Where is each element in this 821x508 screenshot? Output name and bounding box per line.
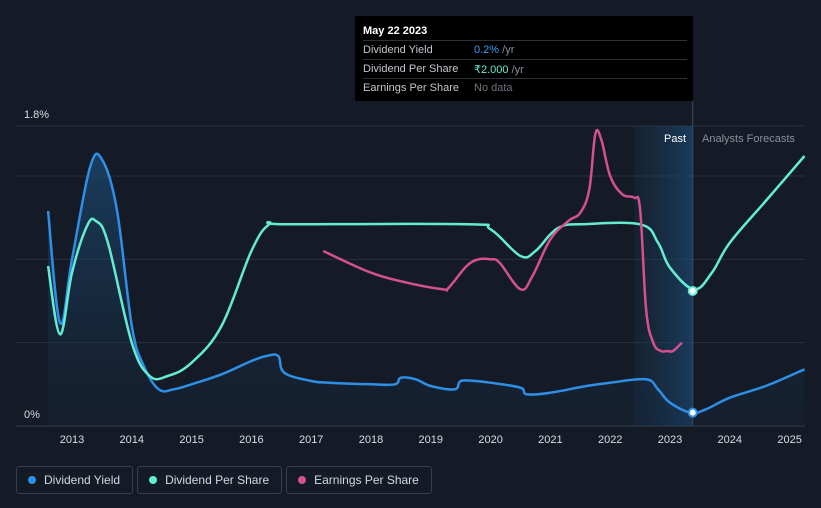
x-tick-label: 2022 bbox=[598, 434, 622, 446]
tooltip-label: Earnings Per Share bbox=[363, 82, 459, 94]
legend-earnings-per-share[interactable]: Earnings Per Share bbox=[286, 466, 432, 494]
x-tick-label: 2025 bbox=[777, 434, 801, 446]
tooltip-value: No data bbox=[474, 82, 513, 94]
tooltip-suffix: /yr bbox=[499, 44, 515, 56]
tooltip-suffix: /yr bbox=[508, 63, 524, 76]
legend-dividend-yield[interactable]: Dividend Yield bbox=[16, 466, 134, 494]
x-tick-label: 2017 bbox=[299, 434, 323, 446]
x-axis-ticks: 2013 2014 2015 2016 2017 2018 2019 2020 2021 2022… bbox=[60, 434, 802, 446]
legend-dividend-per-share[interactable]: Dividend Per Share bbox=[137, 466, 283, 494]
x-tick-label: 2023 bbox=[658, 434, 682, 446]
x-tick-label: 2019 bbox=[419, 434, 443, 446]
dividend-per-share-marker bbox=[687, 286, 698, 296]
legend-label: Dividend Per Share bbox=[165, 473, 270, 487]
dividend-per-share-line bbox=[46, 155, 806, 381]
earnings-per-share-dot-icon bbox=[298, 476, 307, 484]
tooltip-row: Earnings Per Share No data bbox=[363, 78, 687, 97]
x-tick-label: 2024 bbox=[718, 434, 742, 446]
x-tick-label: 2020 bbox=[478, 434, 502, 446]
legend-label: Earnings Per Share bbox=[314, 473, 419, 487]
x-tick-label: 2021 bbox=[538, 434, 562, 446]
x-tick-label: 2013 bbox=[60, 434, 84, 446]
y-axis-bottom-label: 0% bbox=[24, 409, 40, 421]
tooltip-value: 0.2% bbox=[474, 44, 500, 56]
x-tick-label: 2018 bbox=[359, 434, 383, 446]
y-axis-top-label: 1.8% bbox=[24, 109, 49, 121]
x-tick-label: 2015 bbox=[179, 434, 203, 446]
tooltip-row: Dividend Per Share ₹2.000 /yr bbox=[363, 59, 687, 78]
dividend-yield-line bbox=[46, 152, 805, 415]
dividend-per-share-dot-icon bbox=[149, 476, 158, 484]
tooltip-label: Dividend Yield bbox=[363, 44, 433, 56]
dividend-yield-marker bbox=[687, 407, 698, 418]
earnings-per-share-line bbox=[322, 128, 683, 353]
past-label: Past bbox=[664, 133, 686, 145]
tooltip-date: May 22 2023 bbox=[363, 25, 428, 37]
tooltip: May 22 2023 Dividend Yield 0.2% /yr Divi… bbox=[355, 16, 693, 101]
x-tick-label: 2016 bbox=[239, 434, 263, 446]
tooltip-label: Dividend Per Share bbox=[363, 63, 459, 75]
dividend-yield-dot-icon bbox=[28, 476, 36, 484]
x-tick-label: 2014 bbox=[120, 434, 144, 446]
tooltip-row: Dividend Yield 0.2% /yr bbox=[363, 40, 687, 59]
tooltip-value: ₹2.000 bbox=[474, 63, 509, 76]
legend-label: Dividend Yield bbox=[44, 473, 121, 487]
forecast-label: Analysts Forecasts bbox=[702, 133, 795, 145]
legend: Dividend Yield Dividend Per Share Earnin… bbox=[16, 466, 432, 494]
